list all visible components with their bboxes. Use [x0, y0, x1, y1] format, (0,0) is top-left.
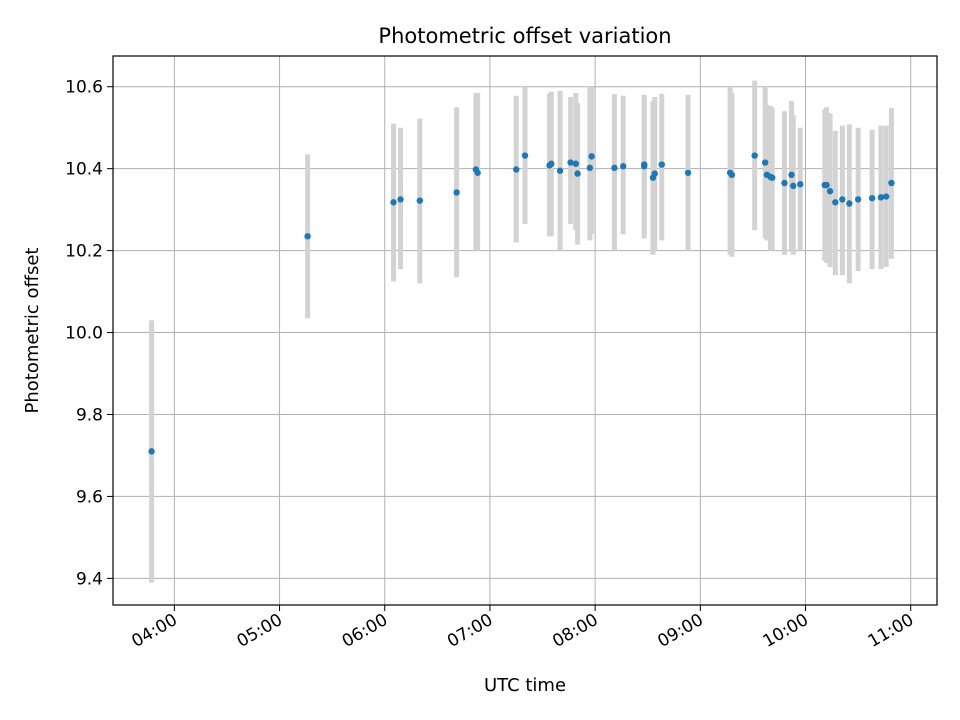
data-point [611, 164, 618, 172]
data-point [769, 174, 776, 181]
data-point [641, 163, 648, 170]
data-point [797, 181, 804, 188]
data-point [548, 160, 555, 167]
data-point [390, 199, 397, 206]
y-tick-label: 9.8 [76, 405, 103, 425]
data-points [148, 152, 895, 455]
data-point [586, 164, 594, 172]
data-point [882, 193, 890, 200]
y-tick-label: 10.0 [65, 324, 103, 344]
data-point [826, 188, 834, 195]
data-point [588, 153, 595, 160]
data-point [854, 196, 862, 203]
data-point [684, 169, 692, 176]
data-point [761, 159, 769, 166]
data-point [781, 179, 788, 187]
data-point [416, 197, 424, 204]
y-tick-label: 10.2 [65, 242, 103, 262]
data-point [888, 179, 895, 187]
data-point [574, 170, 581, 177]
data-point [572, 160, 580, 167]
y-axis-label: Photometric offset [22, 248, 43, 414]
data-point [567, 159, 574, 166]
data-point [651, 170, 658, 177]
y-tick-label: 10.6 [65, 78, 103, 98]
data-point [474, 169, 481, 176]
data-point [832, 199, 839, 206]
data-point [513, 166, 520, 173]
chart-title: Photometric offset variation [378, 24, 671, 48]
data-point [823, 181, 830, 189]
data-point [453, 189, 460, 196]
y-tick-label: 9.4 [76, 569, 103, 589]
data-point [728, 171, 736, 179]
plot-frame [112, 55, 938, 606]
data-point [846, 200, 853, 207]
data-point [790, 182, 797, 190]
data-point [619, 163, 627, 170]
data-point [521, 152, 529, 159]
data-point [148, 448, 155, 455]
data-point [304, 233, 311, 240]
data-point [556, 167, 564, 174]
y-axis-ticks: 9.4 9.6 9.8 10.0 10.2 10.4 10.6 [65, 78, 113, 589]
data-point [658, 161, 665, 168]
data-point [868, 194, 876, 202]
y-tick-label: 10.4 [65, 160, 103, 180]
data-point [397, 196, 404, 203]
y-tick-label: 9.6 [76, 487, 103, 507]
data-point [751, 152, 758, 159]
data-point [788, 171, 795, 179]
x-axis-label: UTC time [484, 675, 566, 696]
data-point [839, 196, 846, 203]
data-point [877, 194, 885, 201]
